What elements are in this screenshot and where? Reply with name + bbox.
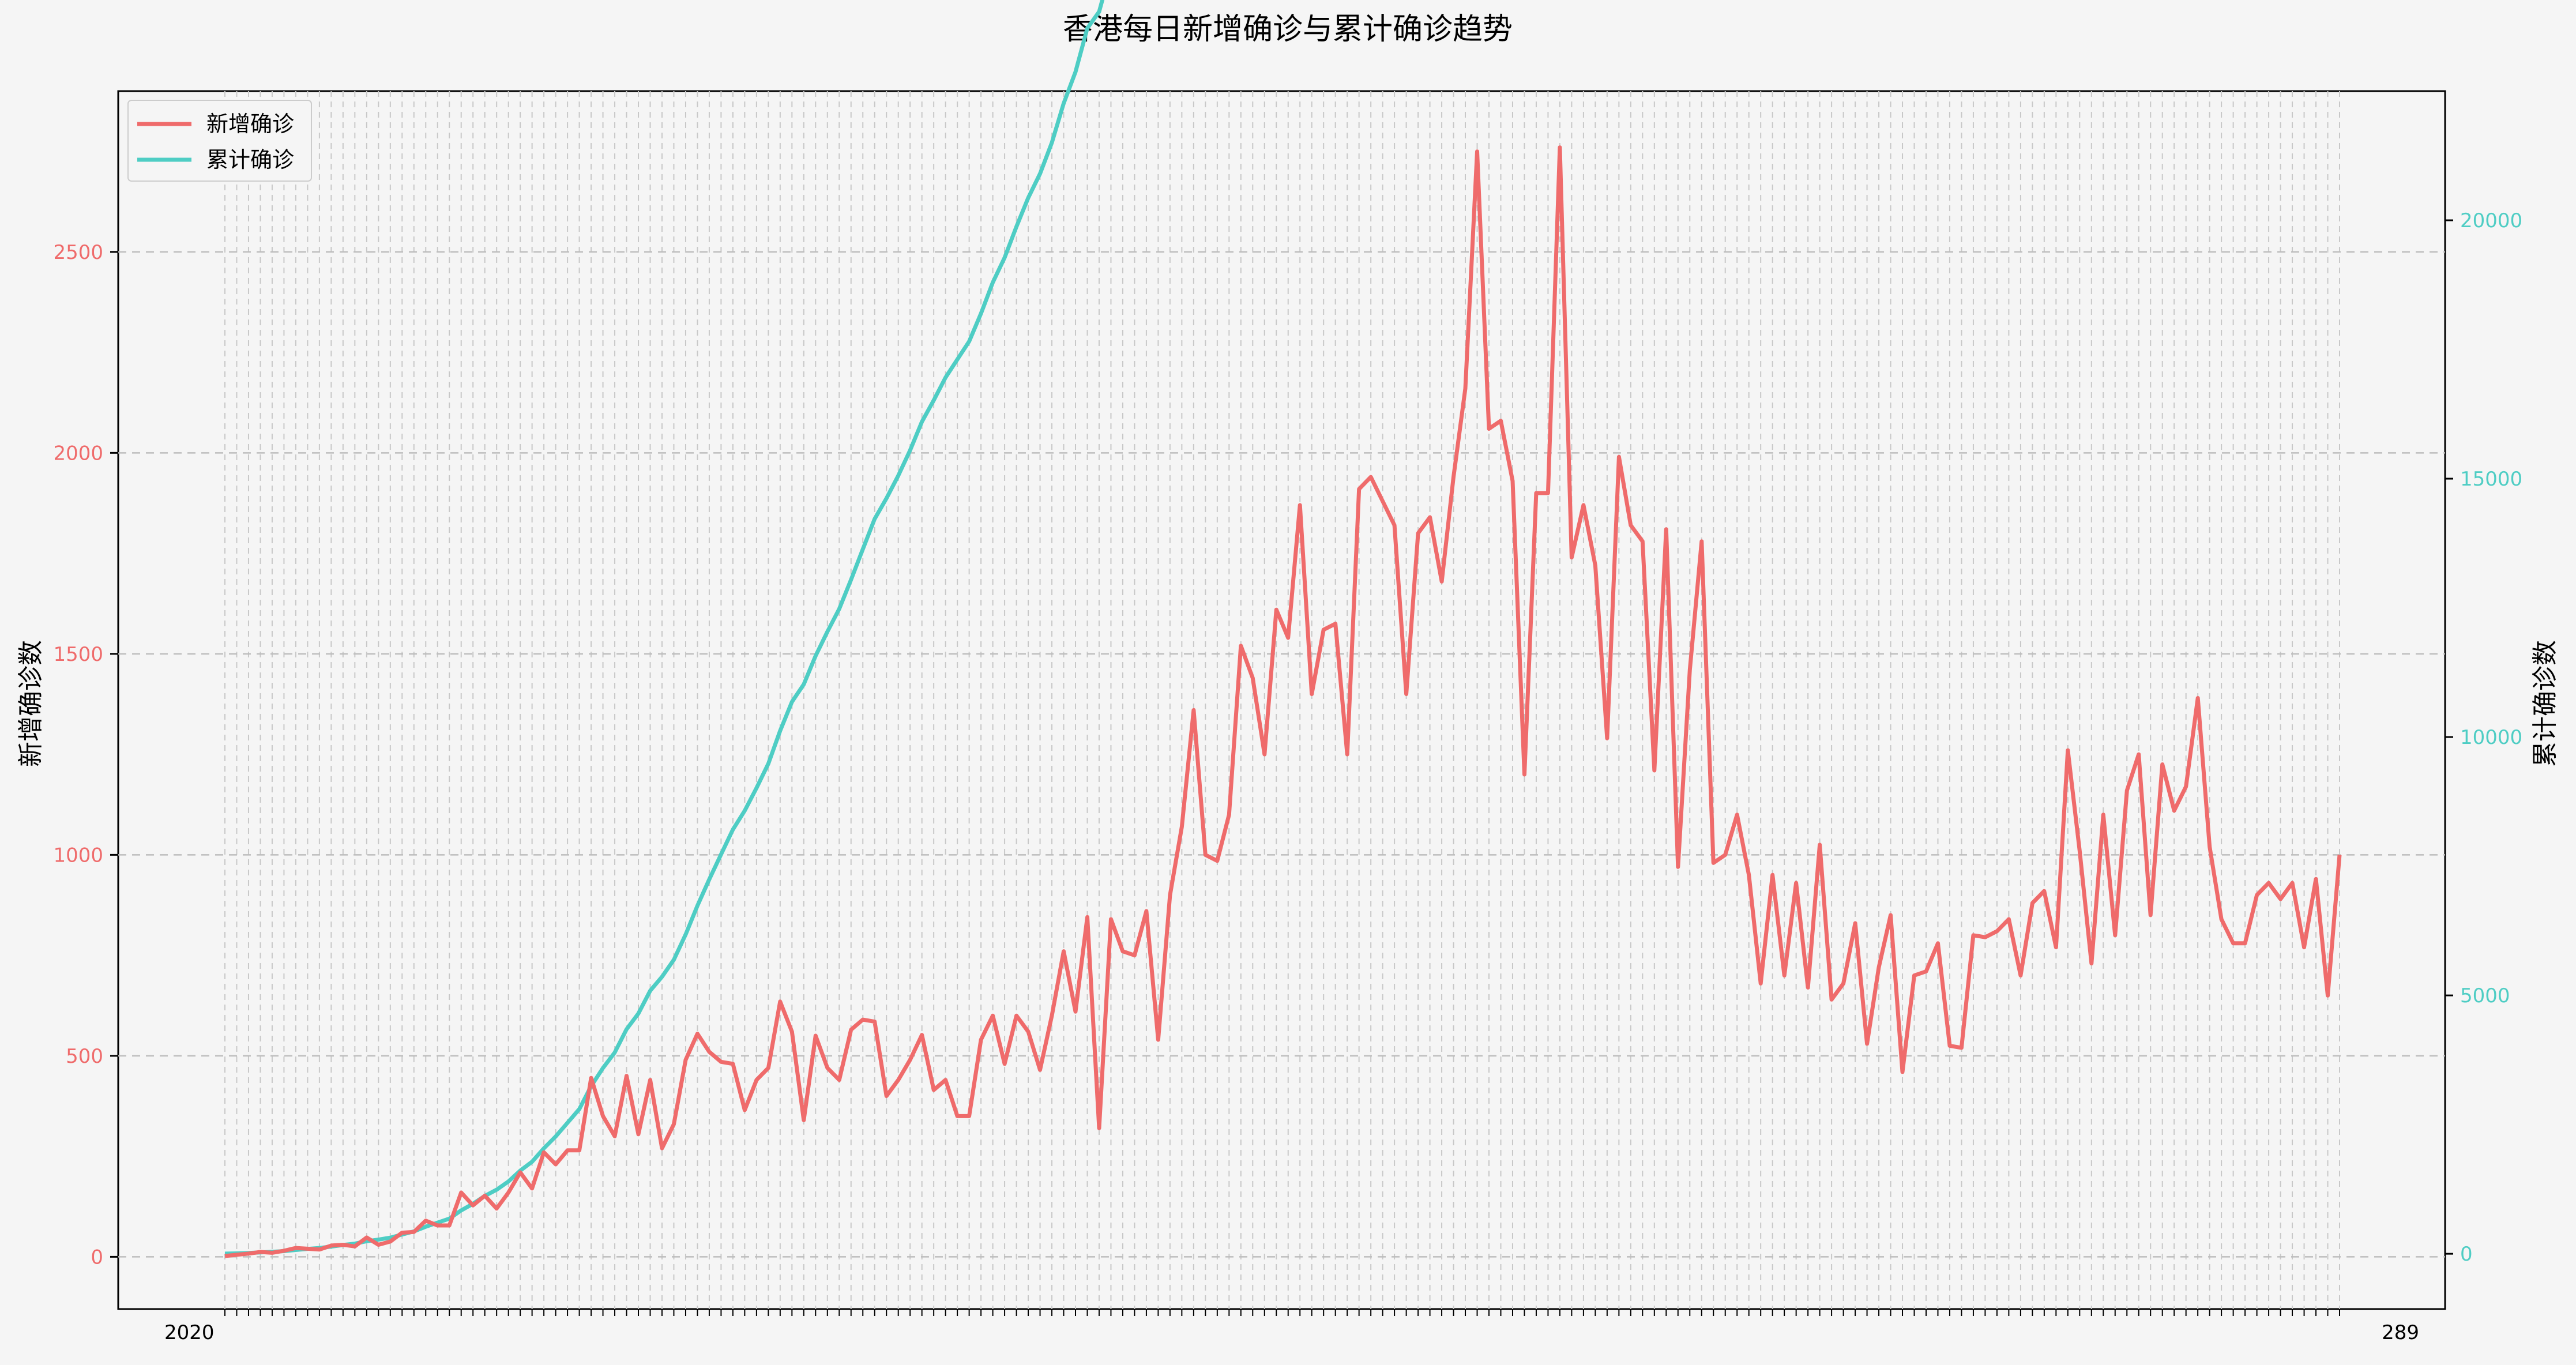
legend-label-new-cases: 新增确诊 <box>206 111 294 137</box>
chart-title: 香港每日新增确诊与累计确诊趋势 <box>1063 12 1513 47</box>
series-layer <box>224 0 2342 1258</box>
right-axis-tick-label: 15000 <box>2460 468 2522 491</box>
left-axis-tick-label: 500 <box>66 1045 103 1068</box>
right-axis-tick-label: 10000 <box>2460 726 2522 749</box>
series-line-new-cases <box>224 145 2342 1258</box>
left-axis-tick-label: 1500 <box>53 643 103 666</box>
x-axis-tick-label-first: 2020 <box>164 1321 215 1344</box>
grid-layer <box>118 91 2445 1309</box>
series-line-cumulative <box>224 0 1105 1256</box>
right-axis-tick-label: 5000 <box>2460 984 2510 1007</box>
right-y-axis: 0 5000 10000 15000 20000 <box>2445 209 2522 1266</box>
legend: 新增确诊 累计确诊 <box>127 100 312 182</box>
left-axis-tick-label: 2000 <box>53 442 103 465</box>
right-axis-tick-label: 20000 <box>2460 209 2522 232</box>
left-axis-tick-label: 0 <box>91 1246 103 1269</box>
right-axis-tick-label: 0 <box>2460 1243 2473 1266</box>
legend-label-cumulative: 累计确诊 <box>206 147 294 172</box>
right-axis-label: 累计确诊数 <box>2530 640 2560 767</box>
x-axis-tick-label-last: 289 <box>2382 1321 2419 1344</box>
plot-area <box>117 90 2446 1310</box>
left-y-axis: 0 500 1000 1500 2000 2500 <box>53 241 118 1269</box>
left-axis-tick-label: 2500 <box>53 241 103 264</box>
left-axis-label: 新增确诊数 <box>16 640 46 767</box>
x-axis: 2020 289 <box>164 1309 2419 1344</box>
left-axis-tick-label: 1000 <box>53 844 103 867</box>
